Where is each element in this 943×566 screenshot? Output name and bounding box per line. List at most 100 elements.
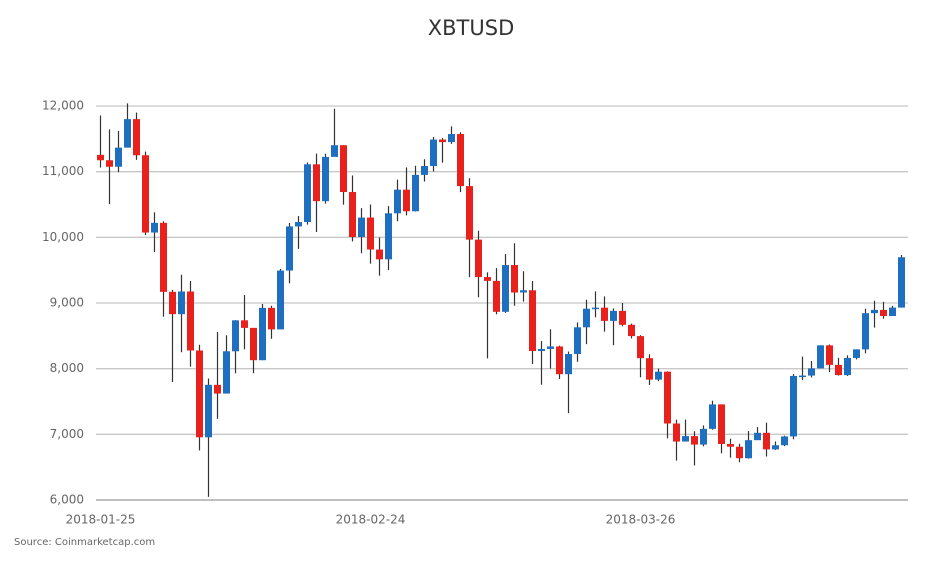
candle-body xyxy=(340,145,347,193)
candle-body xyxy=(898,257,905,308)
candle-body xyxy=(826,345,833,365)
x-tick-label: 2018-03-26 xyxy=(606,513,676,527)
candle-body xyxy=(403,189,410,212)
candle-body xyxy=(592,307,599,310)
candle-body xyxy=(187,291,194,351)
candle-body xyxy=(709,404,716,429)
candle-body xyxy=(610,310,617,321)
candle-body xyxy=(322,156,329,202)
candle-body xyxy=(511,265,518,293)
candle-body xyxy=(655,371,662,380)
candle-body xyxy=(790,375,797,437)
candle-body xyxy=(286,226,293,271)
candle-body xyxy=(736,446,743,459)
candle-body xyxy=(619,310,626,325)
candle-body xyxy=(727,443,734,447)
candle-body xyxy=(151,222,158,233)
y-tick-label: 12,000 xyxy=(42,99,84,113)
candle-body xyxy=(601,307,608,321)
candle-body xyxy=(178,291,185,315)
candle-body xyxy=(628,324,635,337)
candle-body xyxy=(115,147,122,167)
candle-body xyxy=(862,313,869,350)
candle-body xyxy=(835,364,842,376)
candle-body xyxy=(331,145,338,157)
candle-body xyxy=(250,327,257,361)
candle-body xyxy=(853,349,860,358)
candle-body xyxy=(421,166,428,175)
candle-body xyxy=(277,270,284,330)
candle-body xyxy=(817,345,824,369)
y-tick-label: 7,000 xyxy=(50,427,84,441)
candle-body xyxy=(493,280,500,312)
candle-body xyxy=(259,307,266,361)
candle-body xyxy=(484,277,491,281)
candle-body xyxy=(565,354,572,375)
candle-body xyxy=(358,217,365,238)
y-tick-label: 8,000 xyxy=(50,361,84,375)
candle-body xyxy=(529,290,536,352)
candle-body xyxy=(385,213,392,260)
candle-body xyxy=(430,139,437,167)
candle-body xyxy=(439,139,446,143)
candle-body xyxy=(844,357,851,376)
candle-body xyxy=(772,445,779,450)
candle-body xyxy=(457,134,464,187)
candle-body xyxy=(124,119,131,148)
candle-body xyxy=(196,350,203,438)
candle-body xyxy=(394,189,401,214)
candle-body xyxy=(448,134,455,143)
candle-body xyxy=(547,346,554,349)
candle-body xyxy=(133,119,140,156)
candle-body xyxy=(466,186,473,240)
candle-body xyxy=(664,371,671,424)
candle-body xyxy=(106,160,113,167)
candle-body xyxy=(475,239,482,278)
candle-body xyxy=(160,222,167,292)
candle-body xyxy=(376,249,383,260)
candle-body xyxy=(880,309,887,317)
candle-body xyxy=(232,320,239,352)
candle-body xyxy=(700,428,707,445)
candle-body xyxy=(646,358,653,380)
candle-body xyxy=(583,308,590,328)
y-tick-label: 9,000 xyxy=(50,296,84,310)
candle-body xyxy=(556,346,563,375)
source-note: Source: Coinmarketcap.com xyxy=(14,537,155,548)
candle-body xyxy=(169,291,176,315)
candle-body xyxy=(889,307,896,317)
candle-body xyxy=(808,368,815,376)
candle-body xyxy=(205,384,212,438)
candle-body xyxy=(745,440,752,459)
candle-body xyxy=(520,290,527,293)
candle-body xyxy=(214,384,221,394)
candle-body xyxy=(142,155,149,233)
candle-body xyxy=(871,309,878,314)
x-tick-label: 2018-02-24 xyxy=(336,513,406,527)
y-tick-label: 10,000 xyxy=(42,230,84,244)
candle-body xyxy=(97,154,104,161)
candle-body xyxy=(574,327,581,355)
candle-body xyxy=(754,432,761,441)
candle-body xyxy=(268,307,275,330)
candle-body xyxy=(295,222,302,227)
candle-body xyxy=(781,436,788,446)
candle-body xyxy=(637,336,644,359)
candle-body xyxy=(718,404,725,444)
candle-body xyxy=(691,436,698,445)
y-tick-label: 6,000 xyxy=(50,493,84,507)
candle-body xyxy=(223,351,230,394)
y-tick-label: 11,000 xyxy=(42,164,84,178)
chart-title: XBTUSD xyxy=(428,16,515,40)
candle-body xyxy=(673,423,680,442)
candle-body xyxy=(241,320,248,328)
candle-body xyxy=(313,164,320,202)
candle-body xyxy=(538,348,545,352)
x-tick-label: 2018-01-25 xyxy=(66,513,136,527)
candle-body xyxy=(502,265,509,312)
candle-body xyxy=(799,375,806,378)
candle-body xyxy=(304,164,311,223)
candle-body xyxy=(763,432,770,450)
